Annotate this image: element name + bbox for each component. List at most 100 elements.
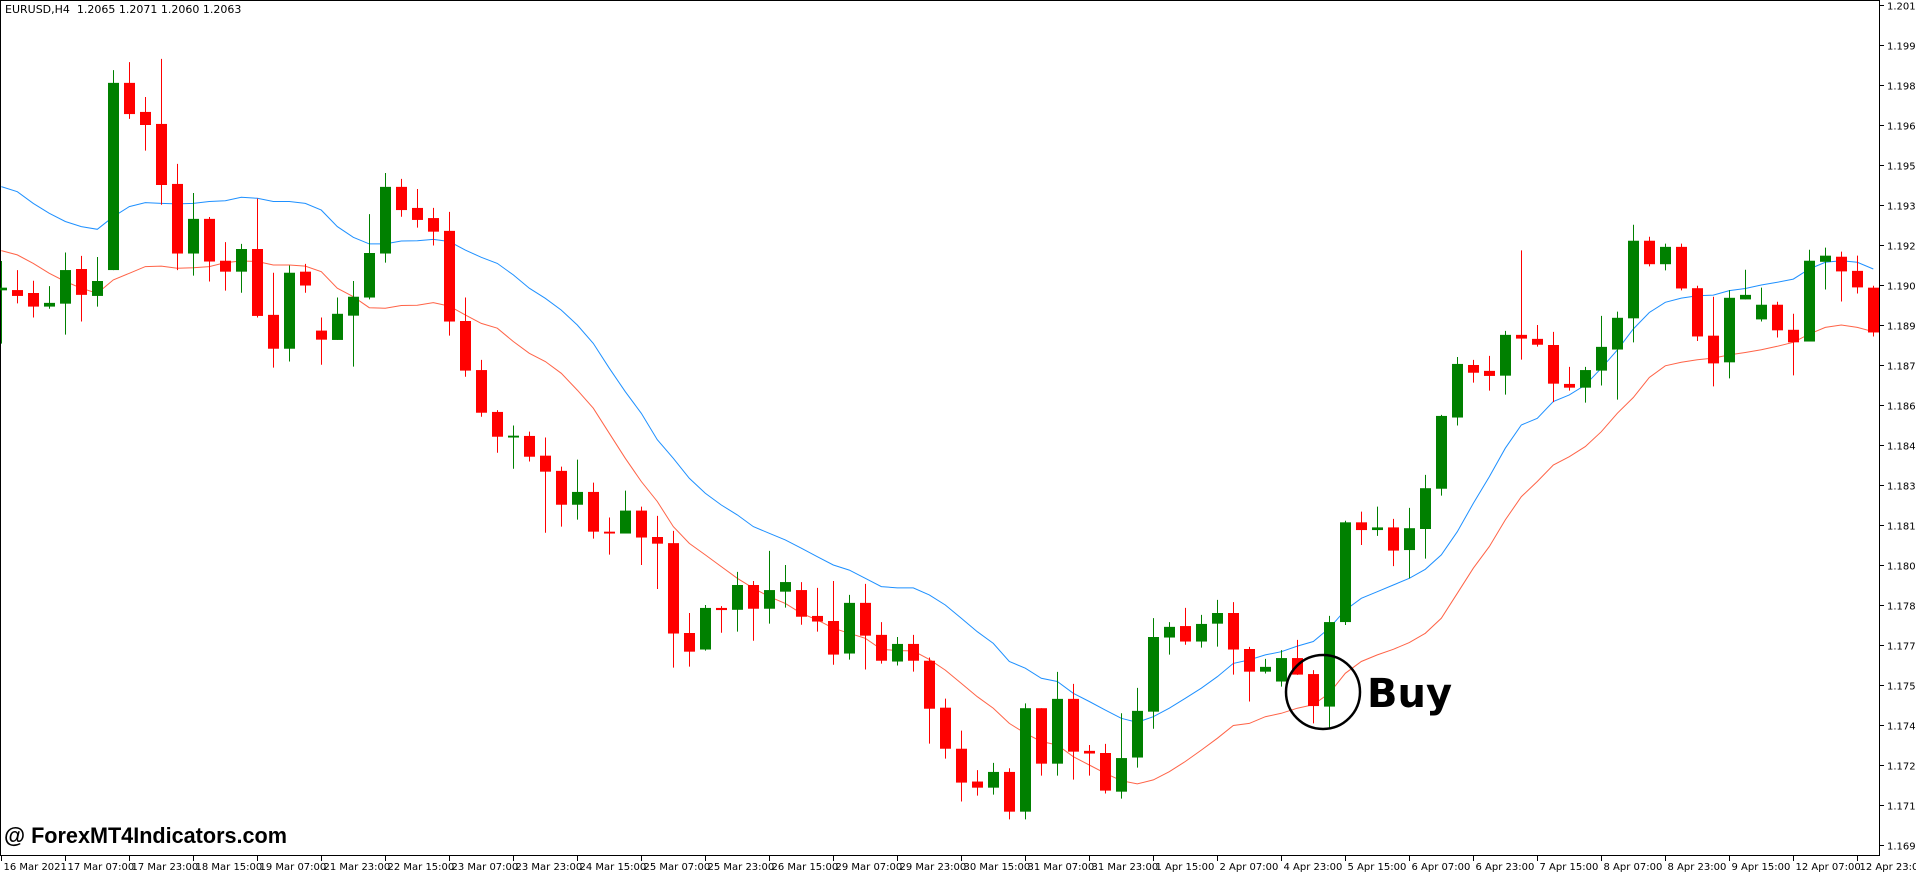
candle-body (1228, 613, 1239, 650)
candle-body (908, 643, 919, 661)
candle (1516, 250, 1527, 360)
candle-body (1100, 753, 1111, 791)
price-tick-label: 1.1815 (1887, 522, 1916, 533)
price-tick-label: 1.1845 (1887, 442, 1916, 453)
candle (0, 261, 7, 344)
candle (572, 459, 583, 520)
candle (492, 410, 503, 453)
candle-body (1756, 304, 1767, 320)
candle-body (636, 510, 647, 538)
candle-body (1788, 329, 1799, 343)
candle-body (556, 470, 567, 505)
candle-body (444, 230, 455, 322)
candle (1196, 614, 1207, 648)
candles (0, 58, 1879, 820)
candle (716, 606, 727, 633)
candle (252, 198, 263, 318)
time-tick-label: 17 Mar 23:00 (132, 862, 199, 873)
time-tick-label: 18 Mar 15:00 (196, 862, 263, 873)
price-tick-label: 1.1860 (1887, 402, 1916, 413)
candle-body (796, 590, 807, 617)
watermark: @ ForexMT4Indicators.com (4, 823, 287, 848)
candle (892, 637, 903, 666)
candle-body (1180, 626, 1191, 642)
candle (732, 571, 743, 632)
candle (844, 594, 855, 660)
candle (1500, 330, 1511, 395)
candle (1740, 269, 1751, 300)
candle-body (956, 748, 967, 783)
candle-body (300, 271, 311, 286)
buy-signal-circle (1284, 653, 1362, 731)
candle (60, 252, 71, 335)
candle (1708, 296, 1719, 387)
candle-body (972, 781, 983, 788)
candle (204, 217, 215, 282)
price-tick-label: 1.1740 (1887, 722, 1916, 733)
candle-body (412, 207, 423, 220)
candle (540, 437, 551, 533)
candle-body (364, 253, 375, 298)
price-tick-label: 1.1950 (1887, 162, 1916, 173)
candle (508, 425, 519, 469)
candle (1388, 518, 1399, 567)
candle (348, 281, 359, 367)
candle (1548, 331, 1559, 403)
candle (1180, 607, 1191, 645)
candle-body (748, 585, 759, 609)
candle (1308, 670, 1319, 724)
candle-body (716, 607, 727, 611)
candle (604, 517, 615, 555)
candle-body (1324, 622, 1335, 707)
time-tick-label: 12 Apr 23:00 (1860, 862, 1916, 873)
price-tick-label: 1.1725 (1887, 762, 1916, 773)
candle-body (604, 531, 615, 534)
candle-body (1596, 346, 1607, 371)
price-tick-label: 1.1770 (1887, 642, 1916, 653)
candle (1660, 243, 1671, 271)
candle (1724, 290, 1735, 379)
time-tick-label: 16 Mar 2021 (4, 862, 67, 873)
candle-body (1708, 335, 1719, 364)
price-axis[interactable]: 1.2010 1.1995 1.1980 1.1965 1.1950 1.1935 1.19… (1879, 0, 1916, 856)
candle (1148, 618, 1159, 729)
candle (1596, 315, 1607, 386)
candle-body (1036, 708, 1047, 764)
candle (1404, 507, 1415, 579)
time-tick-label: 9 Apr 15:00 (1732, 862, 1791, 873)
candle-body (684, 633, 695, 652)
candle-body (1260, 666, 1271, 672)
candle-body (44, 302, 55, 307)
candle (1004, 768, 1015, 820)
candle-body (12, 290, 23, 296)
candle-body (108, 82, 119, 271)
candle-body (316, 330, 327, 340)
candle (588, 482, 599, 539)
candle (284, 265, 295, 362)
candle (1116, 713, 1127, 799)
time-tick-label: 25 Mar 23:00 (708, 862, 775, 873)
time-tick-label: 26 Mar 15:00 (772, 862, 839, 873)
candle-body (828, 621, 839, 655)
candle (332, 297, 343, 340)
candle-body (1388, 527, 1399, 551)
candle-body (92, 281, 103, 296)
candle (764, 550, 775, 624)
candle-body (1052, 698, 1063, 764)
candle-body (1020, 708, 1031, 812)
candle-body (732, 585, 743, 610)
candle-body (524, 435, 535, 457)
candle-body (1084, 750, 1095, 754)
candle (860, 583, 871, 670)
candle-body (1132, 710, 1143, 758)
candle (988, 762, 999, 795)
candle (1580, 366, 1591, 403)
candle (1084, 745, 1095, 776)
buy-label: Buy (1367, 671, 1452, 717)
time-tick-label: 8 Apr 23:00 (1668, 862, 1727, 873)
ma-upper-line (1, 186, 1874, 723)
candle-body (780, 582, 791, 592)
candle-body (1660, 246, 1671, 265)
